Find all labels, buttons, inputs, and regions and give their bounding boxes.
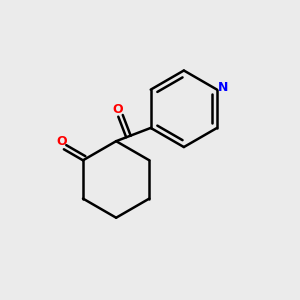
Text: O: O — [112, 103, 123, 116]
Text: N: N — [218, 81, 229, 94]
Text: O: O — [56, 135, 67, 148]
